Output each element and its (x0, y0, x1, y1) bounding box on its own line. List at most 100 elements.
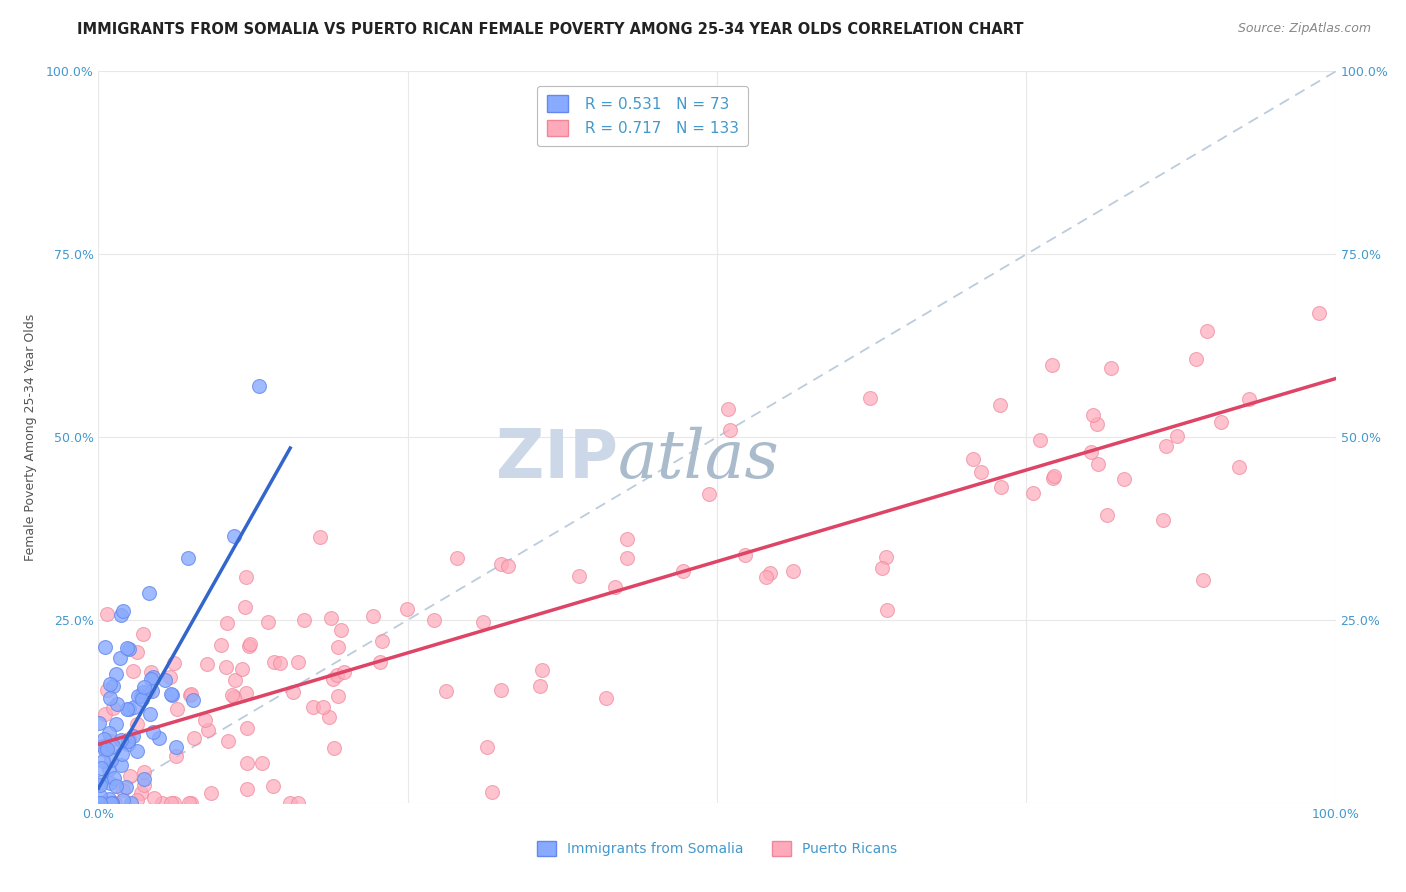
Point (328, 640, 350, 655)
Point (1042, 471, 1064, 485)
Point (568, 569, 591, 583)
Point (132, 772, 155, 787)
Point (141, 684, 163, 698)
Point (103, 739, 125, 754)
Point (269, 657, 291, 671)
Point (1097, 508, 1119, 523)
Point (1043, 469, 1066, 483)
Point (93, 796, 115, 810)
Point (222, 690, 245, 705)
Point (489, 558, 512, 572)
Point (294, 613, 316, 627)
Point (287, 796, 309, 810)
Point (148, 731, 170, 745)
Point (110, 733, 132, 747)
Point (1191, 574, 1213, 588)
Point (115, 702, 138, 716)
Point (239, 636, 262, 650)
Point (672, 564, 695, 578)
Point (1227, 459, 1250, 474)
Point (224, 529, 246, 543)
Text: Source: ZipAtlas.com: Source: ZipAtlas.com (1237, 22, 1371, 36)
Point (134, 680, 156, 694)
Point (162, 688, 184, 702)
Point (139, 706, 162, 721)
Point (98, 776, 121, 790)
Point (115, 780, 138, 794)
Point (603, 581, 626, 595)
Text: IMMIGRANTS FROM SOMALIA VS PUERTO RICAN FEMALE POVERTY AMONG 25-34 YEAR OLDS COR: IMMIGRANTS FROM SOMALIA VS PUERTO RICAN … (77, 22, 1024, 37)
Point (194, 713, 217, 727)
Point (117, 732, 139, 747)
Point (217, 615, 239, 630)
Point (247, 379, 270, 393)
Point (117, 738, 139, 752)
Point (990, 398, 1012, 412)
Point (165, 739, 187, 754)
Point (224, 673, 246, 688)
Point (322, 672, 344, 686)
Point (472, 615, 495, 630)
Point (87, 715, 110, 730)
Point (98, 734, 121, 748)
Point (134, 764, 156, 779)
Point (163, 657, 186, 671)
Point (970, 465, 993, 479)
Point (333, 665, 356, 679)
Point (87, 796, 110, 810)
Point (200, 786, 222, 800)
Point (152, 796, 174, 810)
Point (138, 586, 160, 600)
Point (93, 754, 115, 768)
Point (755, 570, 778, 584)
Point (111, 604, 134, 618)
Point (1087, 417, 1109, 431)
Point (105, 667, 128, 681)
Point (125, 645, 148, 659)
Point (98, 676, 121, 690)
Point (94, 743, 117, 757)
Text: atlas: atlas (619, 426, 780, 491)
Point (423, 613, 446, 627)
Point (990, 480, 1012, 494)
Point (870, 561, 893, 575)
Point (301, 699, 323, 714)
Point (101, 701, 124, 715)
Point (100, 796, 122, 810)
Point (89, 789, 111, 803)
Point (256, 615, 278, 629)
Point (262, 779, 284, 793)
Point (120, 796, 142, 810)
Point (233, 599, 256, 614)
Point (91, 739, 114, 753)
Point (111, 747, 134, 761)
Point (101, 679, 124, 693)
Point (104, 779, 127, 793)
Point (1156, 439, 1178, 453)
Point (278, 796, 301, 810)
Point (131, 692, 153, 706)
Point (326, 668, 349, 682)
Point (141, 672, 163, 686)
Point (1211, 415, 1233, 429)
Point (142, 670, 165, 684)
Point (98, 726, 121, 740)
Point (235, 570, 257, 584)
Text: ZIP: ZIP (496, 426, 619, 492)
Point (195, 657, 218, 672)
Point (446, 551, 468, 566)
Point (477, 739, 499, 754)
Point (105, 716, 128, 731)
Point (96, 683, 118, 698)
Point (153, 673, 176, 687)
Point (89, 778, 111, 792)
Point (875, 549, 897, 564)
Point (1308, 306, 1330, 320)
Point (718, 423, 741, 437)
Point (136, 684, 159, 698)
Point (103, 796, 125, 810)
Point (127, 793, 149, 807)
Point (322, 741, 344, 756)
Point (177, 796, 200, 810)
Point (489, 683, 512, 698)
